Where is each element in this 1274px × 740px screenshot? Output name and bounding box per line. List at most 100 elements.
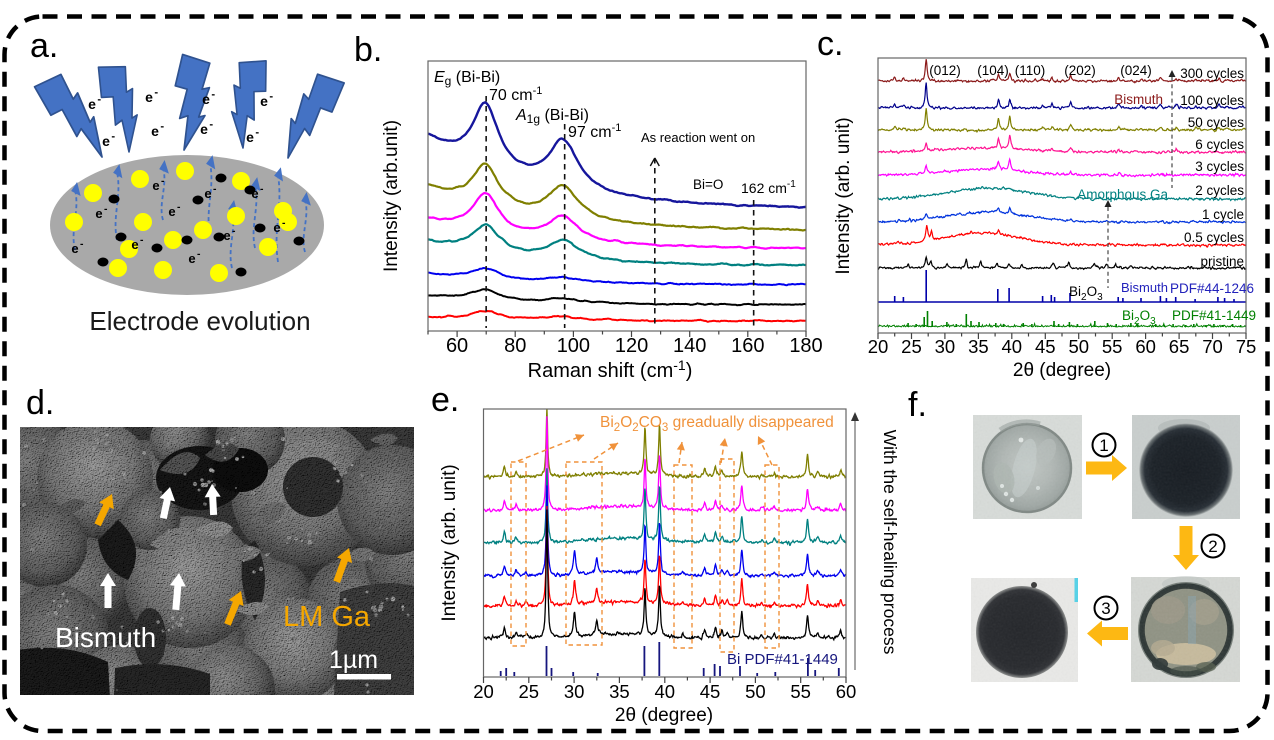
svg-text:A1g (Bi-Bi): A1g (Bi-Bi) [515, 107, 589, 126]
svg-text:70 cm-1: 70 cm-1 [489, 85, 542, 104]
svg-text:20: 20 [473, 681, 494, 702]
svg-text:-: - [213, 184, 217, 195]
svg-text:2: 2 [1208, 537, 1217, 556]
svg-text:180: 180 [789, 335, 822, 357]
svg-text:2 cycles: 2 cycles [1195, 183, 1244, 198]
svg-text:-: - [232, 226, 236, 237]
svg-text:2θ (degree): 2θ (degree) [615, 705, 713, 726]
svg-text:300 cycles: 300 cycles [1180, 66, 1244, 81]
svg-text:20: 20 [868, 336, 889, 357]
svg-text:e: e [246, 129, 254, 145]
svg-text:e: e [95, 206, 102, 221]
svg-text:e: e [204, 186, 211, 201]
svg-text:d.: d. [26, 384, 54, 422]
svg-text:140: 140 [673, 335, 706, 357]
svg-text:As reaction went on: As reaction went on [641, 130, 755, 145]
svg-text:70: 70 [1202, 336, 1223, 357]
svg-text:PDF#41-1449: PDF#41-1449 [1172, 308, 1256, 323]
svg-text:e: e [188, 251, 195, 266]
svg-text:e: e [260, 93, 268, 109]
svg-text:With the self-healing process: With the self-healing process [880, 430, 900, 655]
svg-text:e: e [251, 186, 258, 201]
svg-text:Intensity (arb. unit): Intensity (arb. unit) [833, 117, 854, 274]
svg-text:30: 30 [935, 336, 956, 357]
svg-text:45: 45 [1035, 336, 1056, 357]
svg-text:35: 35 [968, 336, 989, 357]
svg-text:a.: a. [30, 27, 58, 65]
svg-text:Amorphous Ga: Amorphous Ga [1077, 187, 1168, 202]
svg-text:-: - [104, 204, 108, 215]
svg-text:(012): (012) [929, 63, 961, 78]
svg-text:40: 40 [654, 681, 675, 702]
svg-text:1: 1 [1099, 436, 1108, 455]
svg-text:75: 75 [1236, 336, 1257, 357]
svg-text:Bi2O2CO3 greadually disappeare: Bi2O2CO3 greadually disappeared [600, 414, 834, 434]
svg-text:-: - [177, 202, 181, 213]
svg-text:Bi2O3: Bi2O3 [1069, 284, 1103, 303]
svg-text:e: e [273, 220, 280, 235]
svg-text:Bismuth: Bismuth [55, 622, 156, 653]
svg-text:-: - [161, 176, 165, 187]
svg-text:-: - [211, 89, 215, 101]
svg-text:pristine: pristine [1200, 254, 1244, 269]
svg-text:e: e [168, 204, 175, 219]
svg-text:Bi PDF#41-1449: Bi PDF#41-1449 [727, 651, 838, 668]
svg-text:40: 40 [1002, 336, 1023, 357]
svg-text:35: 35 [609, 681, 630, 702]
svg-text:Eg (Bi-Bi): Eg (Bi-Bi) [434, 69, 500, 88]
svg-text:1 cycle: 1 cycle [1202, 207, 1244, 222]
svg-text:e: e [202, 91, 210, 107]
svg-text:-: - [80, 239, 84, 250]
svg-text:e: e [151, 123, 159, 139]
svg-text:55: 55 [1102, 336, 1123, 357]
svg-text:65: 65 [1169, 336, 1190, 357]
svg-text:-: - [209, 119, 213, 131]
svg-text:3 cycles: 3 cycles [1195, 159, 1244, 174]
svg-text:50: 50 [745, 681, 766, 702]
svg-text:-: - [154, 87, 158, 99]
svg-text:25: 25 [519, 681, 540, 702]
svg-text:e: e [152, 178, 159, 193]
svg-text:(202): (202) [1064, 63, 1096, 78]
svg-text:b.: b. [354, 31, 382, 69]
svg-text:-: - [160, 121, 164, 133]
svg-text:25: 25 [901, 336, 922, 357]
svg-text:-: - [111, 131, 115, 143]
svg-text:Intensity (arb.unit): Intensity (arb.unit) [381, 120, 402, 272]
svg-text:60: 60 [836, 681, 857, 702]
svg-text:-: - [140, 235, 144, 246]
svg-text:Bi=O: Bi=O [693, 177, 723, 192]
svg-text:e: e [71, 241, 78, 256]
svg-text:-: - [197, 249, 201, 260]
svg-text:55: 55 [790, 681, 811, 702]
svg-text:e: e [131, 237, 138, 252]
svg-text:-: - [282, 218, 286, 229]
svg-text:162 cm-1: 162 cm-1 [741, 179, 796, 196]
svg-text:100 cycles: 100 cycles [1180, 93, 1244, 108]
svg-text:PDF#44-1246: PDF#44-1246 [1170, 281, 1254, 296]
svg-text:-: - [260, 184, 264, 195]
svg-text:1µm: 1µm [329, 646, 378, 674]
svg-text:30: 30 [564, 681, 585, 702]
svg-text:e.: e. [431, 381, 459, 419]
svg-text:50: 50 [1068, 336, 1089, 357]
svg-text:e: e [200, 121, 208, 137]
svg-text:(024): (024) [1120, 63, 1152, 78]
svg-text:e: e [88, 96, 96, 112]
svg-text:100: 100 [557, 335, 590, 357]
svg-text:97 cm-1: 97 cm-1 [568, 122, 621, 141]
svg-text:LM Ga: LM Ga [283, 601, 371, 633]
svg-text:80: 80 [504, 335, 526, 357]
svg-text:6 cycles: 6 cycles [1195, 137, 1244, 152]
svg-text:e: e [102, 133, 110, 149]
svg-text:f.: f. [908, 386, 927, 424]
svg-text:Electrode evolution: Electrode evolution [89, 306, 310, 336]
svg-text:0.5 cycles: 0.5 cycles [1184, 230, 1244, 245]
svg-text:-: - [255, 127, 259, 139]
svg-text:160: 160 [731, 335, 764, 357]
svg-text:120: 120 [615, 335, 648, 357]
svg-text:60: 60 [1135, 336, 1156, 357]
svg-text:e: e [223, 228, 230, 243]
svg-text:45: 45 [700, 681, 721, 702]
svg-text:Raman shift (cm-1): Raman shift (cm-1) [528, 357, 693, 382]
